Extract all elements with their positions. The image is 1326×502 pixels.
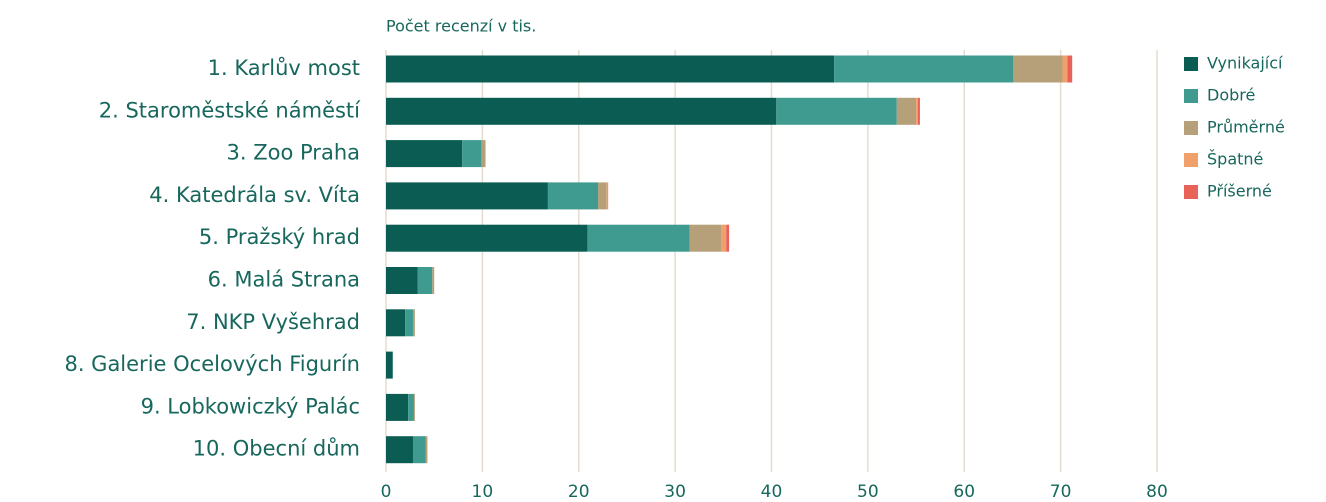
legend-label: Vynikající — [1207, 54, 1283, 73]
category-label: 2. Staroměstské náměstí — [99, 98, 361, 122]
bar-segment — [386, 224, 588, 252]
category-label: 1. Karlův most — [208, 56, 360, 80]
bar-segment — [587, 224, 690, 252]
x-tick-label: 60 — [953, 482, 975, 502]
legend-label: Dobré — [1207, 86, 1255, 105]
bar-segment — [386, 97, 777, 125]
bar-segment — [917, 97, 920, 125]
x-tick-label: 10 — [472, 482, 494, 502]
bar-segment — [386, 267, 418, 294]
x-tick-label: 80 — [1146, 482, 1168, 502]
bar-segment — [425, 436, 428, 464]
bar-segment — [417, 267, 433, 294]
legend-label: Průměrné — [1207, 118, 1285, 137]
bar-segment — [412, 309, 415, 337]
axis-label: Počet recenzí v tis. — [386, 17, 536, 36]
x-tick-label: 40 — [761, 482, 783, 502]
bar-segment — [916, 97, 918, 125]
legend-swatch — [1184, 57, 1198, 71]
bar-segment — [386, 309, 406, 337]
x-tick-label: 70 — [1050, 482, 1072, 502]
bar-segment — [1067, 55, 1073, 83]
bar-segment — [606, 182, 608, 210]
bar-segment — [386, 436, 413, 464]
bar-segment — [726, 224, 730, 252]
x-tick-label: 0 — [381, 482, 392, 502]
bar-segment — [1013, 55, 1063, 83]
legend-swatch — [1184, 153, 1198, 167]
bar-segment — [721, 224, 727, 252]
x-tick-label: 30 — [664, 482, 686, 502]
bar-segment — [689, 224, 722, 252]
bar-segment — [386, 182, 548, 210]
bar-segment — [413, 393, 415, 421]
bar-segment — [386, 55, 835, 83]
x-tick-label: 50 — [857, 482, 879, 502]
bar-segment — [481, 140, 486, 168]
bar-segment — [408, 393, 414, 421]
bar-segment — [386, 140, 463, 168]
bar-segment — [776, 97, 897, 125]
bar-segment — [432, 267, 435, 294]
bar-segment — [386, 393, 409, 421]
bar-segment — [896, 97, 917, 125]
category-label: 7. NKP Vyšehrad — [186, 310, 360, 334]
bar-segment — [1062, 55, 1068, 83]
x-tick-label: 20 — [568, 482, 590, 502]
category-label: 8. Galerie Ocelových Figurín — [64, 352, 360, 376]
legend-label: Příšerné — [1207, 182, 1272, 201]
legend-label: Špatné — [1207, 150, 1263, 169]
bar-segment — [834, 55, 1014, 83]
bar-segment — [462, 140, 482, 168]
bar-segment — [598, 182, 607, 210]
category-label: 9. Lobkowiczký Palác — [141, 394, 360, 418]
legend-swatch — [1184, 89, 1198, 103]
category-label: 4. Katedrála sv. Víta — [149, 183, 360, 207]
category-label: 6. Malá Strana — [208, 268, 360, 292]
legend-swatch — [1184, 121, 1198, 135]
category-label: 10. Obecní dům — [193, 437, 360, 461]
category-label: 5. Pražský hrad — [199, 225, 360, 249]
category-label: 3. Zoo Praha — [227, 141, 360, 165]
bar-segment — [405, 309, 413, 337]
bar-segment — [386, 351, 393, 379]
bar-segment — [547, 182, 599, 210]
legend-swatch — [1184, 185, 1198, 199]
bar-segment — [412, 436, 426, 464]
